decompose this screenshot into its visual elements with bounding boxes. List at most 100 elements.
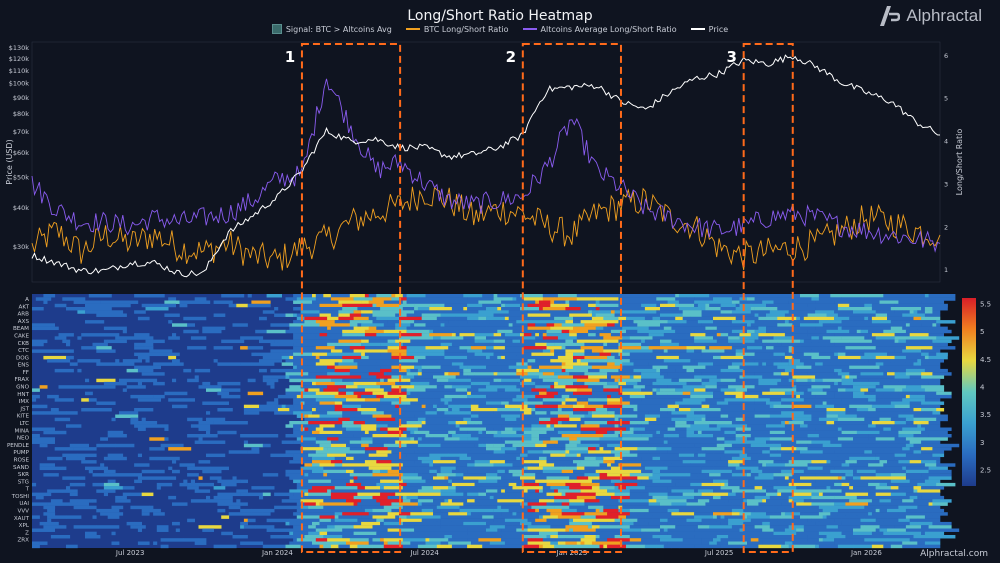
heatmap-cell <box>883 329 907 334</box>
heatmap-cell <box>527 538 532 542</box>
heatmap-cell <box>342 333 366 337</box>
heatmap-cell <box>531 505 555 510</box>
heatmap-cell <box>202 401 211 405</box>
heatmap-cell <box>573 391 593 396</box>
heatmap-cell <box>709 342 729 347</box>
heatmap-cell <box>845 492 869 497</box>
heatmap-cell <box>637 424 642 428</box>
heatmap-cell <box>754 349 763 353</box>
heatmap-cell <box>924 427 933 431</box>
heatmap-cell <box>716 339 729 344</box>
heatmap-cell <box>784 421 789 425</box>
heatmap-cell <box>822 447 846 451</box>
heatmap-cell <box>395 323 411 327</box>
heatmap-cell <box>342 512 354 516</box>
heatmap-cell <box>561 535 570 539</box>
heatmap-cell <box>580 375 589 379</box>
heatmap-cell <box>660 368 676 373</box>
heatmap-cell <box>841 326 865 331</box>
heatmap-cell <box>448 404 460 409</box>
heatmap-cell <box>478 437 498 441</box>
heatmap-cell <box>803 339 812 344</box>
heatmap-cell <box>678 453 695 458</box>
heatmap-cell <box>887 541 899 545</box>
heatmap-cell <box>289 385 298 389</box>
heatmap-cell <box>482 294 494 298</box>
heatmap-cell <box>644 349 653 353</box>
heatmap-cell <box>262 375 286 379</box>
heatmap-cell <box>924 303 948 308</box>
heatmap-cell <box>573 355 585 360</box>
heatmap-cell <box>936 535 956 539</box>
heatmap-cell <box>539 352 555 357</box>
heatmap-cell <box>584 512 608 516</box>
heatmap-cell <box>898 469 907 474</box>
heatmap-cell <box>758 544 782 549</box>
heatmap-cell <box>451 434 472 438</box>
heatmap-cell <box>750 505 767 510</box>
heatmap-cell <box>690 359 695 363</box>
heatmap-cell <box>474 398 490 402</box>
heatmap-cell <box>380 336 400 340</box>
heatmap-cell <box>614 486 619 490</box>
heatmap-cell <box>845 512 869 516</box>
heatmap-cell <box>334 463 343 467</box>
heatmap-cell <box>414 525 419 529</box>
heatmap-cell <box>724 313 733 317</box>
heatmap-cell <box>433 320 449 324</box>
heatmap-cell <box>308 489 313 493</box>
heatmap-cell <box>478 385 487 389</box>
heatmap-cell <box>467 528 487 532</box>
heatmap-cell <box>190 424 211 428</box>
heatmap-cell <box>781 443 801 448</box>
heatmap-cell <box>766 329 789 334</box>
heatmap-cell <box>126 385 146 389</box>
heatmap-cell <box>663 359 683 363</box>
heatmap-cell <box>856 294 865 298</box>
heatmap-cell <box>924 294 929 298</box>
heatmap-cell <box>739 453 748 458</box>
heatmap-cell <box>32 323 55 327</box>
heatmap-cell <box>251 362 275 366</box>
heatmap-cell <box>542 349 551 353</box>
heatmap-cell <box>565 352 574 357</box>
heatmap-cell <box>293 453 301 458</box>
heatmap-cell <box>879 430 899 435</box>
heatmap-cell <box>641 346 649 350</box>
heatmap-cell <box>682 316 691 321</box>
heatmap-cell <box>864 294 884 298</box>
heatmap-cell <box>743 329 748 334</box>
heatmap-cell <box>599 336 604 340</box>
heatmap-cell <box>289 329 309 334</box>
heatmap-cell <box>618 339 642 344</box>
heatmap-cell <box>368 294 377 298</box>
heatmap-cell <box>694 528 710 532</box>
heatmap-cell <box>694 300 710 304</box>
heatmap-cell <box>300 466 324 471</box>
heatmap-cell <box>652 515 672 519</box>
heatmap-cell <box>364 329 385 334</box>
heatmap-cell <box>868 466 888 471</box>
heatmap-cell <box>474 333 494 337</box>
heatmap-cell <box>512 375 521 379</box>
heatmap-cell <box>323 411 328 415</box>
heatmap-cell <box>319 313 332 317</box>
heatmap-cell <box>436 310 453 314</box>
heatmap-cell <box>240 541 256 545</box>
heatmap-cell <box>474 443 479 448</box>
heatmap-cell <box>391 294 396 298</box>
heatmap-cell <box>660 372 668 376</box>
heatmap-cell <box>610 310 615 314</box>
heatmap-cell <box>421 368 430 373</box>
heatmap-cell <box>603 316 619 321</box>
heatmap-cell <box>924 394 933 399</box>
heatmap-cell <box>376 456 400 461</box>
heatmap-cell <box>607 521 623 526</box>
heatmap-cell <box>697 362 714 366</box>
heatmap-cell <box>391 362 415 366</box>
heatmap-cell <box>603 434 619 438</box>
heatmap-cell <box>527 508 536 513</box>
heatmap-cell <box>818 430 842 435</box>
heatmap-cell <box>383 544 392 549</box>
heatmap-cell <box>323 489 328 493</box>
